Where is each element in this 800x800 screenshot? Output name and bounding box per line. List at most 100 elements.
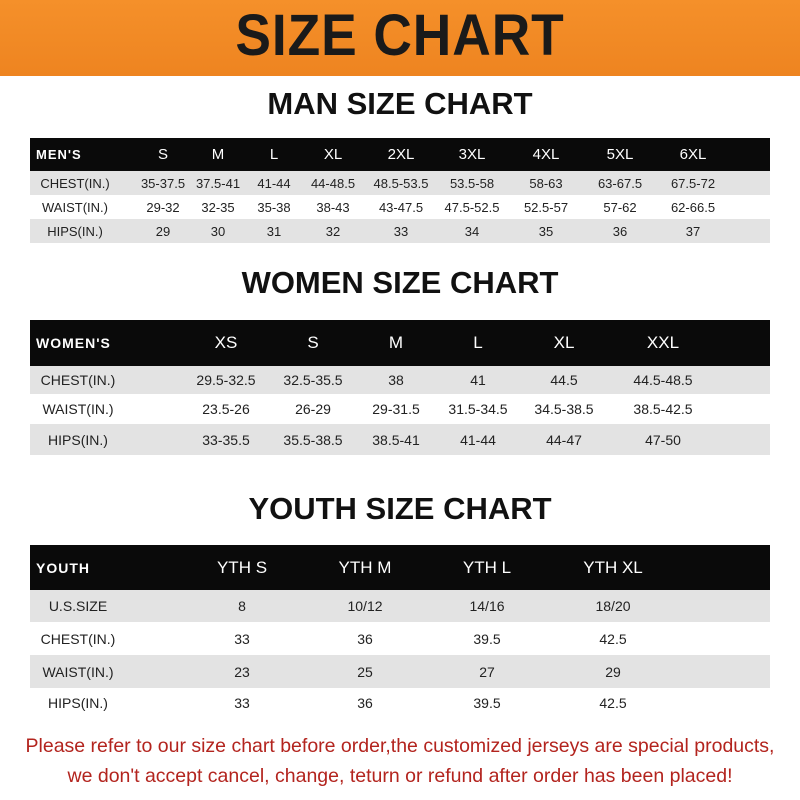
measure-label-cell: HIPS(IN.) bbox=[48, 695, 108, 711]
measure-value-cell: 14/16 bbox=[469, 598, 505, 614]
women-header-row: WOMEN'S XS S M L XL XXL bbox=[30, 320, 770, 366]
measure-value-cell: 37.5-41 bbox=[195, 175, 241, 191]
size-header-cell: XXL bbox=[646, 333, 680, 352]
size-header-cell: M bbox=[211, 146, 225, 163]
measure-value-cell: 44.5 bbox=[550, 372, 578, 388]
measure-value-cell: 38-43 bbox=[316, 199, 350, 215]
measure-value-cell: 47-50 bbox=[645, 431, 681, 448]
table-row: CHEST(IN.) 29.5-32.5 32.5-35.5 38 41 44.5 44.5… bbox=[30, 366, 770, 394]
measure-value-cell: 29 bbox=[155, 223, 171, 239]
measure-value-cell: 32 bbox=[325, 223, 341, 239]
measure-value-cell: 34 bbox=[464, 223, 480, 239]
measure-value-cell: 8 bbox=[238, 598, 246, 614]
measure-value-cell: 41 bbox=[470, 372, 486, 388]
measure-value-cell: 33 bbox=[234, 630, 250, 647]
size-header-cell: XL bbox=[553, 333, 575, 352]
size-header-cell: 5XL bbox=[606, 146, 634, 163]
measure-value-cell: 35-38 bbox=[257, 199, 291, 215]
measure-value-cell: 26-29 bbox=[295, 401, 331, 417]
measure-value-cell: 53.5-58 bbox=[449, 175, 495, 191]
measure-value-cell: 33 bbox=[234, 695, 250, 711]
measure-value-cell: 29.5-32.5 bbox=[196, 372, 256, 388]
measure-value-cell: 52.5-57 bbox=[523, 199, 569, 215]
size-header-cell: XL bbox=[323, 146, 343, 163]
table-row: CHEST(IN.) 33 36 39.5 42.5 bbox=[30, 622, 770, 655]
measure-label-cell: CHEST(IN.) bbox=[40, 175, 110, 191]
measure-label-cell: HIPS(IN.) bbox=[48, 431, 108, 448]
measure-value-cell: 36 bbox=[357, 630, 373, 647]
measure-value-cell: 41-44 bbox=[460, 431, 496, 448]
measure-value-cell: 29 bbox=[605, 663, 621, 680]
banner: SIZE CHART bbox=[0, 0, 800, 76]
size-header-cell: 2XL bbox=[387, 146, 415, 163]
measure-value-cell: 67.5-72 bbox=[670, 175, 716, 191]
measure-value-cell: 35-37.5 bbox=[140, 175, 186, 191]
size-header-cell: S bbox=[157, 146, 169, 163]
measure-value-cell: 32.5-35.5 bbox=[283, 372, 343, 388]
measure-value-cell: 29-32 bbox=[146, 199, 180, 215]
measure-label-cell: WAIST(IN.) bbox=[42, 401, 114, 417]
table-row: WAIST(IN.) 23.5-26 26-29 29-31.5 31.5-34.5 34… bbox=[30, 394, 770, 424]
measure-value-cell: 18/20 bbox=[595, 598, 631, 614]
disclaimer-line-2: we don't accept cancel, change, teturn o… bbox=[67, 765, 733, 787]
men-section-title: MAN SIZE CHART bbox=[267, 86, 533, 121]
banner-title: SIZE CHART bbox=[235, 3, 565, 68]
men-header-row: MEN'S S M L XL 2XL 3XL 4XL 5XL 6XL bbox=[30, 138, 770, 171]
table-title-cell: MEN'S bbox=[36, 147, 82, 162]
measure-value-cell: 31 bbox=[266, 223, 282, 239]
measure-label-cell: HIPS(IN.) bbox=[47, 223, 103, 239]
size-header-cell: XS bbox=[214, 333, 238, 352]
size-header-cell: YTH XL bbox=[583, 557, 643, 577]
measure-value-cell: 38.5-41 bbox=[372, 431, 420, 448]
size-header-cell: YTH S bbox=[216, 557, 268, 577]
measure-value-cell: 42.5 bbox=[599, 695, 627, 711]
measure-value-cell: 34.5-38.5 bbox=[534, 401, 594, 417]
measure-label-cell: WAIST(IN.) bbox=[42, 199, 108, 215]
measure-value-cell: 57-62 bbox=[603, 199, 637, 215]
table-row: WAIST(IN.) 23 25 27 29 bbox=[30, 655, 770, 688]
size-header-cell: L bbox=[269, 146, 279, 163]
measure-value-cell: 32-35 bbox=[201, 199, 235, 215]
measure-value-cell: 35.5-38.5 bbox=[283, 431, 343, 448]
measure-value-cell: 35 bbox=[538, 223, 554, 239]
measure-value-cell: 44-48.5 bbox=[310, 175, 356, 191]
table-row: HIPS(IN.) 33 36 39.5 42.5 bbox=[30, 688, 770, 718]
table-title-cell: WOMEN'S bbox=[36, 335, 111, 351]
measure-value-cell: 38.5-42.5 bbox=[633, 401, 693, 417]
table-row: WAIST(IN.) 29-32 32-35 35-38 38-43 43-47.5 47.… bbox=[30, 195, 770, 219]
measure-value-cell: 23.5-26 bbox=[202, 401, 250, 417]
measure-value-cell: 44.5-48.5 bbox=[633, 372, 693, 388]
measure-value-cell: 47.5-52.5 bbox=[444, 199, 500, 215]
measure-value-cell: 38 bbox=[388, 372, 404, 388]
measure-value-cell: 33-35.5 bbox=[202, 431, 250, 448]
measure-value-cell: 23 bbox=[234, 663, 250, 680]
measure-value-cell: 44-47 bbox=[546, 431, 582, 448]
table-row: HIPS(IN.) 33-35.5 35.5-38.5 38.5-41 41-44 44-… bbox=[30, 424, 770, 455]
measure-value-cell: 58-63 bbox=[529, 175, 563, 191]
measure-value-cell: 33 bbox=[393, 223, 409, 239]
measure-value-cell: 36 bbox=[612, 223, 628, 239]
youth-header-row: YOUTH YTH S YTH M YTH L YTH XL bbox=[30, 545, 770, 590]
measure-value-cell: 63-67.5 bbox=[597, 175, 643, 191]
measure-label-cell: CHEST(IN.) bbox=[40, 630, 116, 647]
measure-value-cell: 42.5 bbox=[599, 630, 627, 647]
measure-label-cell: WAIST(IN.) bbox=[42, 663, 114, 680]
measure-value-cell: 41-44 bbox=[257, 175, 291, 191]
size-header-cell: 4XL bbox=[532, 146, 560, 163]
measure-value-cell: 37 bbox=[685, 223, 701, 239]
table-row: CHEST(IN.) 35-37.5 37.5-41 41-44 44-48.5 48.5… bbox=[30, 171, 770, 195]
size-header-cell: S bbox=[307, 333, 319, 352]
measure-value-cell: 48.5-53.5 bbox=[373, 175, 429, 191]
measure-value-cell: 30 bbox=[210, 223, 226, 239]
size-header-cell: L bbox=[473, 333, 483, 352]
measure-value-cell: 31.5-34.5 bbox=[448, 401, 508, 417]
measure-value-cell: 43-47.5 bbox=[378, 199, 424, 215]
measure-value-cell: 29-31.5 bbox=[372, 401, 420, 417]
measure-value-cell: 36 bbox=[357, 695, 373, 711]
measure-label-cell: CHEST(IN.) bbox=[40, 372, 116, 388]
youth-section-title: YOUTH SIZE CHART bbox=[248, 491, 552, 526]
size-header-cell: YTH L bbox=[462, 557, 512, 577]
table-row: U.S.SIZE 8 10/12 14/16 18/20 bbox=[30, 590, 770, 622]
measure-value-cell: 62-66.5 bbox=[670, 199, 716, 215]
disclaimer-line-1: Please refer to our size chart before or… bbox=[25, 735, 775, 757]
